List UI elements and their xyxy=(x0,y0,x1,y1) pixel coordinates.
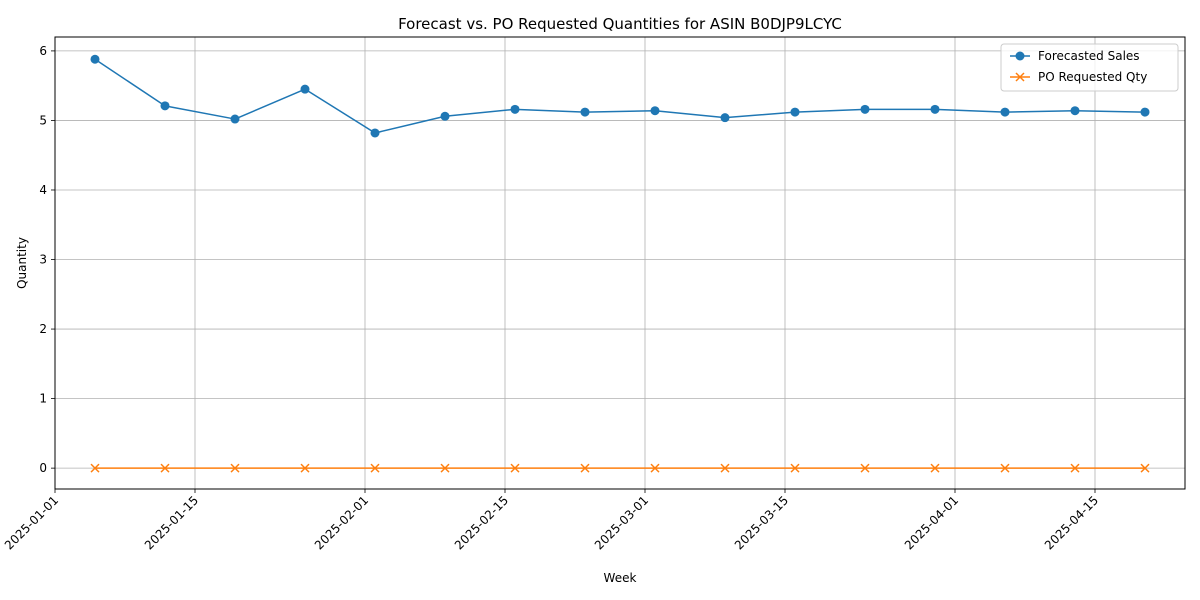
series-layer xyxy=(90,54,1150,473)
y-tick-label: 5 xyxy=(39,113,47,127)
data-point-forecasted-sales xyxy=(90,54,100,64)
data-point-forecasted-sales xyxy=(650,106,660,116)
data-point-po-requested-qty xyxy=(160,463,170,473)
data-point-po-requested-qty xyxy=(510,463,520,473)
y-tick-label: 0 xyxy=(39,461,47,475)
x-tick-label: 2025-04-01 xyxy=(902,493,961,552)
data-point-forecasted-sales xyxy=(230,114,240,124)
data-point-forecasted-sales xyxy=(440,111,450,121)
data-point-po-requested-qty xyxy=(1140,463,1150,473)
data-point-po-requested-qty xyxy=(1070,463,1080,473)
data-point-po-requested-qty xyxy=(370,463,380,473)
data-point-forecasted-sales xyxy=(1140,107,1150,117)
y-tick-label: 4 xyxy=(39,183,47,197)
y-axis-title: Quantity xyxy=(15,237,29,289)
series-line-forecasted-sales xyxy=(94,58,1146,134)
data-point-forecasted-sales xyxy=(790,107,800,117)
grid xyxy=(54,37,1185,489)
legend-marker-po xyxy=(1015,72,1025,82)
x-tick-label: 2025-01-15 xyxy=(142,493,201,552)
data-point-po-requested-qty xyxy=(440,463,450,473)
data-point-forecasted-sales xyxy=(860,104,870,114)
data-point-forecasted-sales xyxy=(1070,106,1080,116)
chart-title: Forecast vs. PO Requested Quantities for… xyxy=(398,15,842,33)
data-point-po-requested-qty xyxy=(720,463,730,473)
y-tick-label: 1 xyxy=(39,392,47,406)
y-tick-label: 3 xyxy=(39,253,47,267)
data-point-forecasted-sales xyxy=(300,84,310,94)
data-point-forecasted-sales xyxy=(580,107,590,117)
data-point-forecasted-sales xyxy=(510,104,520,114)
y-tick-label: 6 xyxy=(39,44,47,58)
data-point-po-requested-qty xyxy=(90,463,100,473)
x-tick-label: 2025-01-01 xyxy=(2,493,61,552)
data-point-po-requested-qty xyxy=(300,463,310,473)
data-point-forecasted-sales xyxy=(930,104,940,114)
data-point-po-requested-qty xyxy=(230,463,240,473)
data-point-po-requested-qty xyxy=(1000,463,1010,473)
data-point-forecasted-sales xyxy=(1000,107,1010,117)
x-tick-label: 2025-03-01 xyxy=(592,493,651,552)
legend: Forecasted Sales PO Requested Qty xyxy=(1000,43,1179,92)
legend-box xyxy=(1000,43,1179,92)
plot-frame xyxy=(54,36,1186,490)
legend-label-forecast: Forecasted Sales xyxy=(1038,49,1140,63)
x-tick-label: 2025-04-15 xyxy=(1042,493,1101,552)
x-tick-label: 2025-03-15 xyxy=(732,493,791,552)
data-point-po-requested-qty xyxy=(790,463,800,473)
x-axis-title: Week xyxy=(604,571,637,585)
data-point-forecasted-sales xyxy=(370,128,380,138)
data-point-forecasted-sales xyxy=(720,113,730,123)
data-point-po-requested-qty xyxy=(580,463,590,473)
legend-label-po: PO Requested Qty xyxy=(1038,70,1147,84)
data-point-po-requested-qty xyxy=(930,463,940,473)
data-point-forecasted-sales xyxy=(160,101,170,111)
data-point-po-requested-qty xyxy=(860,463,870,473)
x-tick-label: 2025-02-15 xyxy=(452,493,511,552)
y-tick-label: 2 xyxy=(39,322,47,336)
x-tick-label: 2025-02-01 xyxy=(312,493,371,552)
data-point-po-requested-qty xyxy=(650,463,660,473)
legend-marker-forecast xyxy=(1015,51,1025,61)
